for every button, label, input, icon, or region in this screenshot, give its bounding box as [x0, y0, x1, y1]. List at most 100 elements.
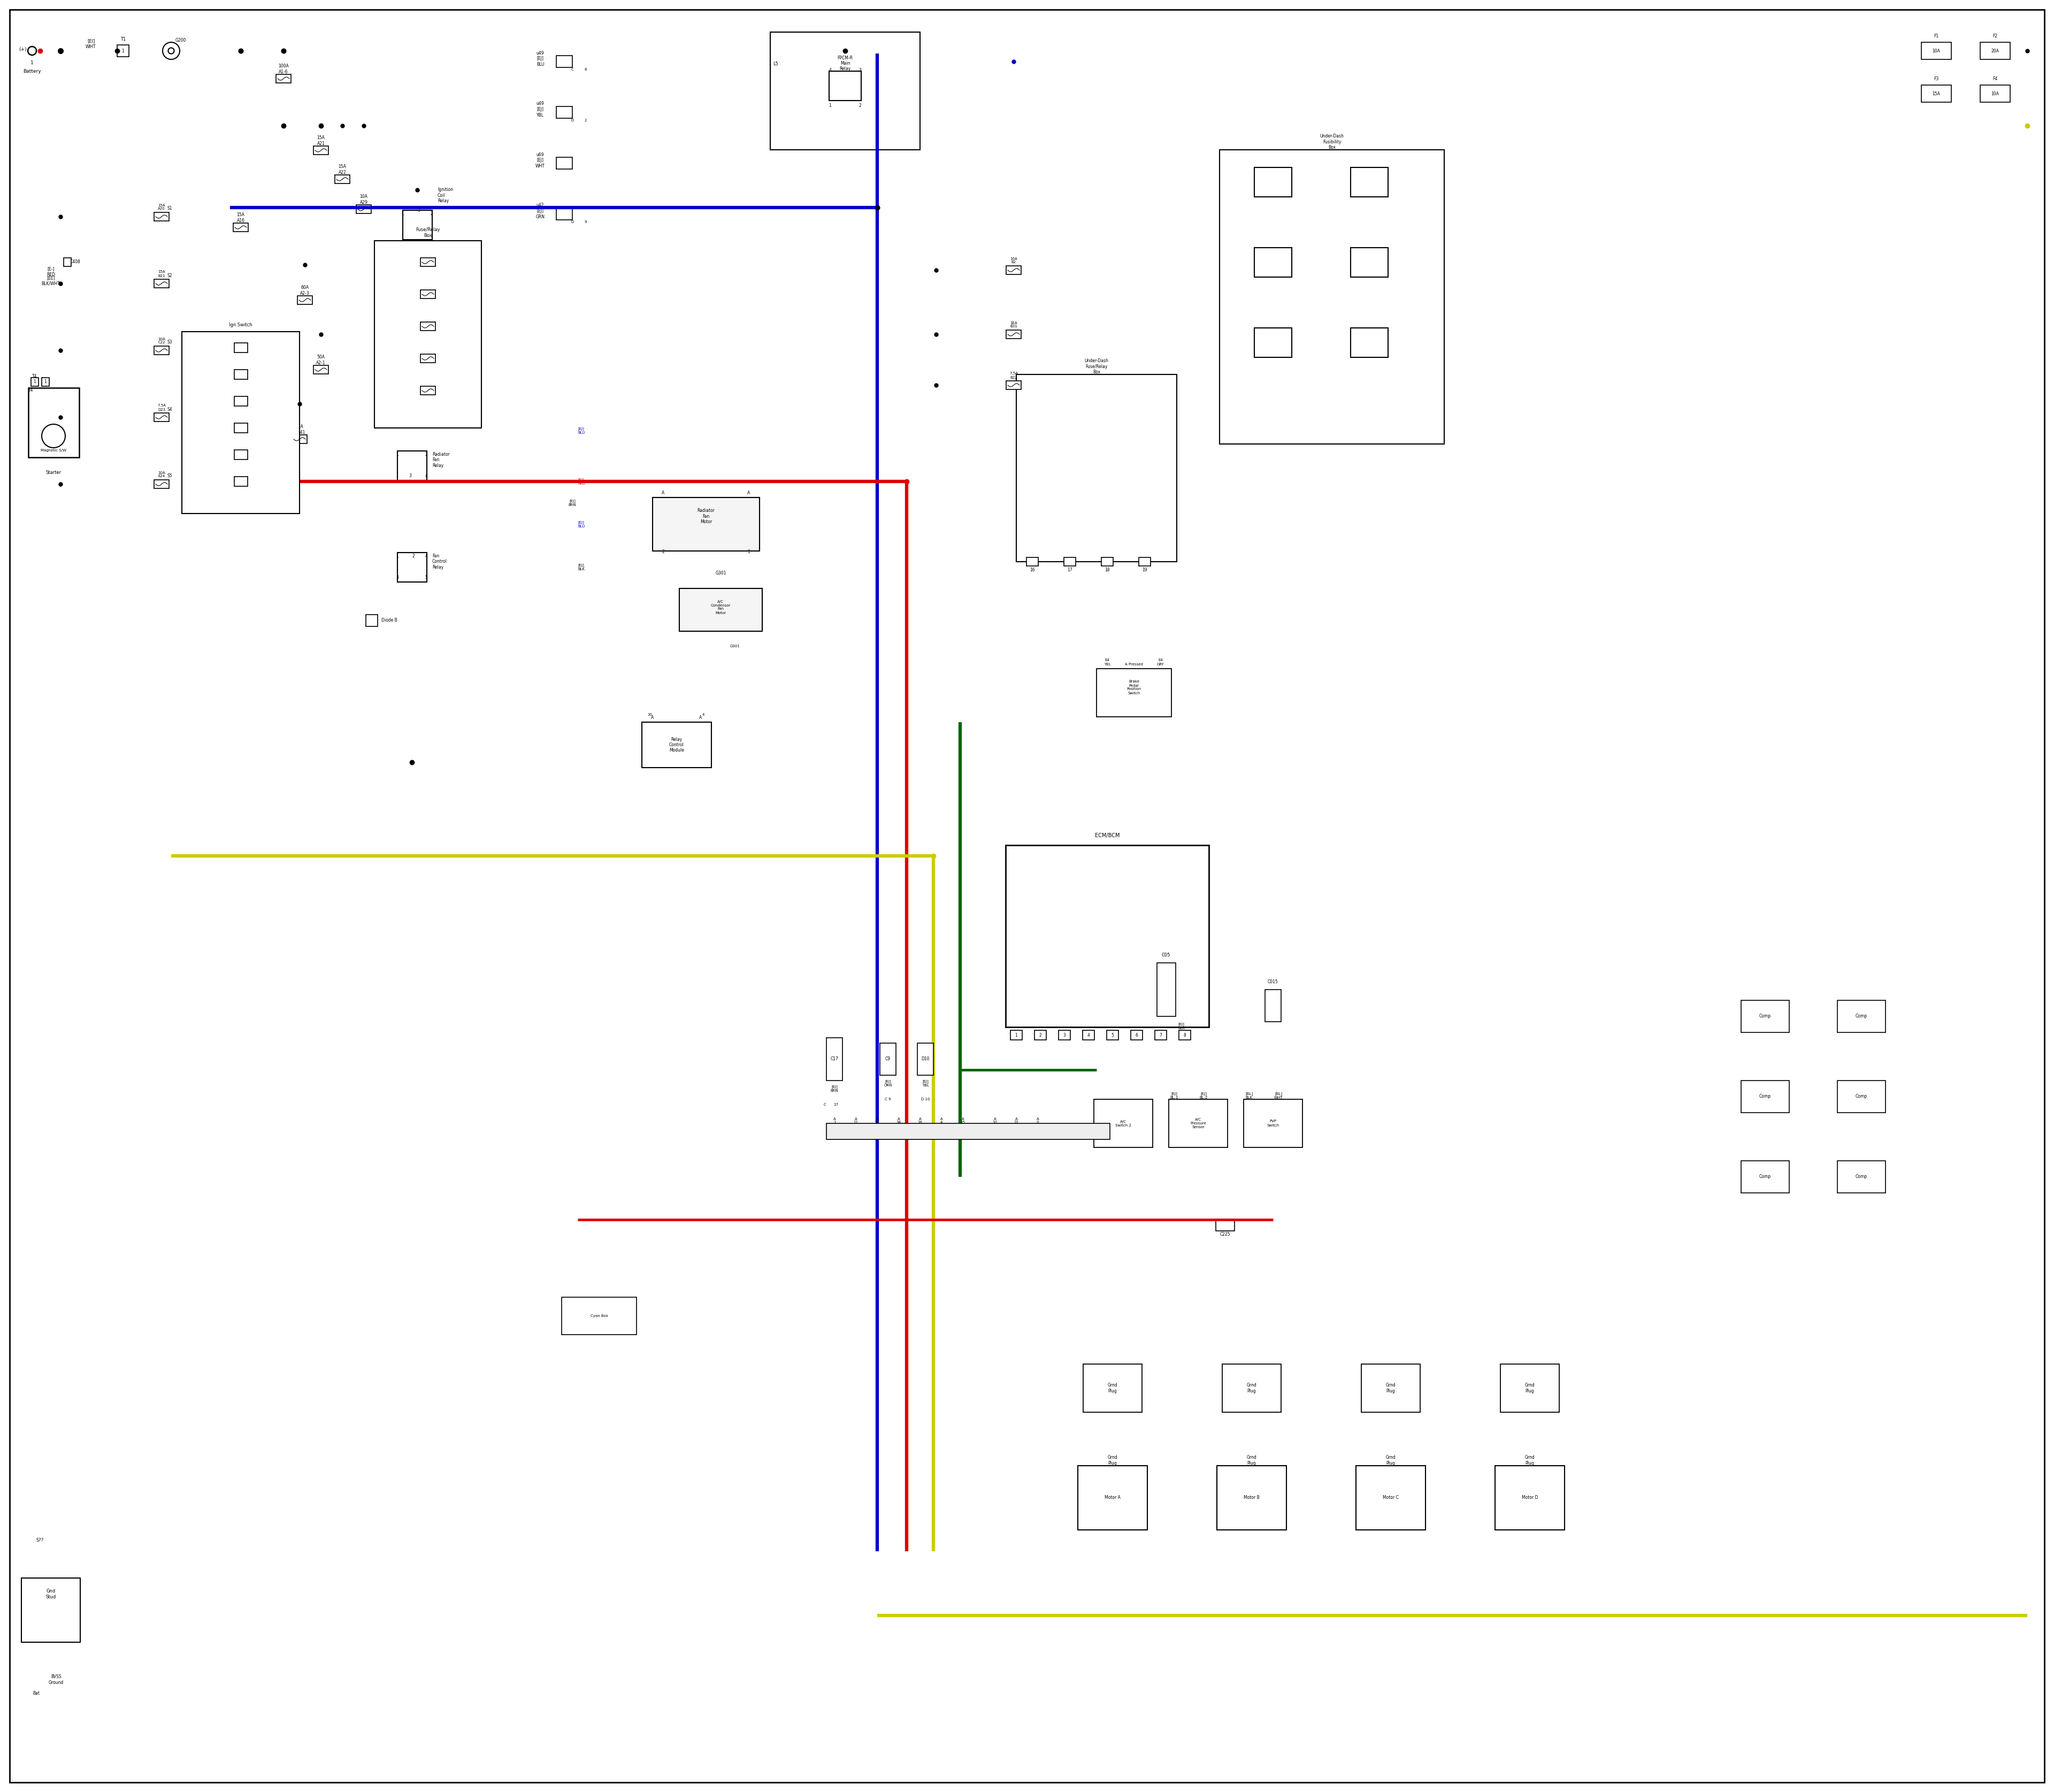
Text: 8: 8 — [1183, 1032, 1185, 1038]
Bar — [1078, 1466, 1148, 1530]
Text: 1: 1 — [396, 452, 398, 457]
Text: 4: 4 — [425, 554, 427, 559]
Bar — [1222, 1364, 1282, 1412]
Bar — [117, 45, 129, 57]
Bar — [154, 280, 168, 289]
Bar — [1107, 1030, 1119, 1039]
Bar — [1154, 1030, 1167, 1039]
Text: [EJ]
BLK: [EJ] BLK — [577, 563, 585, 570]
Bar — [1006, 846, 1210, 1027]
Bar — [1255, 328, 1292, 357]
Text: 1: 1 — [33, 380, 37, 383]
Text: 4: 4 — [1087, 1032, 1091, 1038]
Bar — [1082, 1364, 1142, 1412]
Text: 15A
A16: 15A A16 — [236, 213, 244, 222]
Text: 2: 2 — [425, 452, 427, 457]
Text: 9: 9 — [585, 220, 587, 224]
Bar — [154, 346, 168, 355]
Text: A
22: A 22 — [1015, 1116, 1019, 1124]
Text: 1: 1 — [121, 48, 125, 54]
Text: 10A
C22: 10A C22 — [158, 337, 164, 344]
Text: 3: 3 — [409, 473, 411, 478]
Bar — [396, 552, 427, 582]
Text: Battery: Battery — [23, 68, 41, 73]
Bar — [1352, 328, 1389, 357]
Text: G200: G200 — [175, 38, 187, 43]
Text: 2: 2 — [431, 211, 433, 217]
Text: A/C
Pressure
Sensor: A/C Pressure Sensor — [1189, 1118, 1206, 1129]
Bar — [366, 615, 378, 627]
Bar — [1352, 247, 1389, 276]
Text: 50A
A2-1: 50A A2-1 — [316, 355, 327, 366]
Bar — [183, 332, 300, 514]
Text: A
0: A 0 — [1037, 1116, 1039, 1124]
Text: 2: 2 — [859, 104, 861, 108]
Text: 15A
A20: 15A A20 — [158, 204, 164, 210]
Text: 10A: 10A — [1990, 91, 1999, 97]
Text: Motor B: Motor B — [1245, 1495, 1259, 1500]
Text: Relay
Control
Module: Relay Control Module — [670, 737, 684, 753]
Text: 4: 4 — [425, 473, 427, 478]
Text: [EJ]
YBL: [EJ] YBL — [536, 108, 544, 118]
Bar — [1097, 668, 1171, 717]
Text: Grnd
Plug: Grnd Plug — [1247, 1383, 1257, 1394]
Text: G301: G301 — [715, 572, 727, 575]
Text: S5: S5 — [166, 473, 173, 478]
Text: Comp: Comp — [1855, 1014, 1867, 1020]
Bar — [64, 258, 72, 267]
Circle shape — [168, 48, 175, 54]
Bar — [641, 722, 711, 767]
Text: 1: 1 — [401, 211, 405, 217]
Text: A/C
Condensor
Fan
Motor: A/C Condensor Fan Motor — [711, 600, 731, 615]
Bar — [1132, 1030, 1142, 1039]
Text: 100A
A1-6: 100A A1-6 — [277, 65, 290, 73]
Text: 3: 3 — [859, 68, 861, 73]
Bar — [1216, 1219, 1234, 1231]
Text: Fan
Control
Relay: Fan Control Relay — [431, 554, 448, 570]
Text: [EJ]
BL-2: [EJ] BL-2 — [1200, 1091, 1208, 1098]
Text: Motor C: Motor C — [1382, 1495, 1399, 1500]
Text: 10A
A29: 10A A29 — [359, 194, 368, 204]
Text: A
11: A 11 — [852, 1116, 859, 1124]
Text: 1EA
B31: 1EA B31 — [1011, 321, 1017, 328]
Bar — [1169, 1098, 1228, 1147]
Text: Radiator
Fan
Relay: Radiator Fan Relay — [431, 452, 450, 468]
Text: 8: 8 — [585, 68, 587, 72]
Bar — [1179, 1030, 1191, 1039]
Text: A
10: A 10 — [992, 1116, 998, 1124]
Bar — [1006, 265, 1021, 274]
Text: PVP
Switch: PVP Switch — [1267, 1120, 1280, 1127]
Text: D10: D10 — [922, 1057, 930, 1061]
Bar — [292, 435, 306, 443]
Text: 2: 2 — [661, 550, 665, 554]
Bar — [1980, 84, 2011, 102]
Bar — [421, 290, 435, 299]
Text: 5: 5 — [425, 575, 427, 581]
Text: A
16: A 16 — [918, 1116, 922, 1124]
Bar — [1255, 167, 1292, 197]
Text: Grnd
Plug: Grnd Plug — [1524, 1455, 1534, 1466]
Bar — [234, 396, 246, 407]
Text: Ignition
Coil
Relay: Ignition Coil Relay — [438, 188, 454, 202]
Text: 3: 3 — [396, 575, 398, 581]
Bar — [1920, 84, 1951, 102]
Bar — [557, 106, 573, 118]
Text: A
1: A 1 — [834, 1116, 836, 1124]
Bar — [396, 450, 427, 480]
Text: [EJ]
BLU: [EJ] BLU — [577, 520, 585, 529]
Bar — [374, 240, 481, 428]
Bar — [1220, 151, 1444, 444]
Text: Grnd
Plug: Grnd Plug — [1107, 1383, 1117, 1394]
Text: 7.5A
D23: 7.5A D23 — [158, 405, 166, 410]
Text: Comp: Comp — [1855, 1174, 1867, 1179]
Text: 7.5A
B22: 7.5A B22 — [1009, 373, 1019, 378]
Circle shape — [41, 425, 66, 448]
Text: [BL]
BLK: [BL] BLK — [1245, 1091, 1253, 1098]
Bar — [29, 387, 78, 457]
Text: 16: 16 — [1029, 568, 1035, 572]
Text: Comp: Comp — [1758, 1014, 1771, 1020]
Text: Motor A: Motor A — [1105, 1495, 1121, 1500]
Bar — [234, 222, 249, 231]
Bar — [557, 208, 573, 220]
Bar — [918, 1043, 933, 1075]
